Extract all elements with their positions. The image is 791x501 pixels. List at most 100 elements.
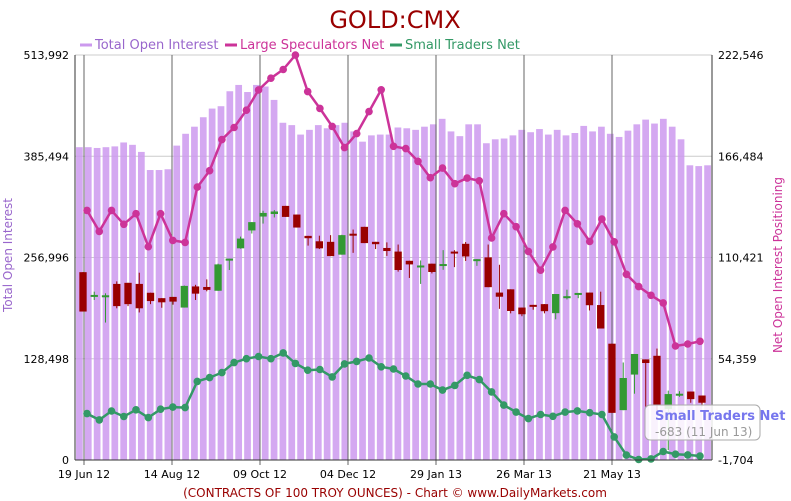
large-speculators-point[interactable] (267, 74, 275, 82)
small-traders-point[interactable] (475, 375, 484, 384)
small-traders-point[interactable] (512, 408, 520, 416)
large-speculators-point[interactable] (389, 142, 398, 151)
small-traders-point[interactable] (524, 414, 533, 423)
large-speculators-point[interactable] (95, 227, 104, 236)
small-traders-point[interactable] (487, 388, 496, 396)
small-traders-point[interactable] (156, 405, 165, 414)
small-traders-point[interactable] (95, 416, 104, 424)
small-traders-point[interactable] (377, 363, 386, 371)
legend[interactable]: Total Open Interest Large Speculators Ne… (80, 38, 520, 53)
large-speculators-point[interactable] (254, 86, 263, 94)
large-speculators-point[interactable] (512, 222, 520, 231)
large-speculators-point[interactable] (487, 234, 496, 242)
legend-item-small-traders[interactable]: Small Traders Net (390, 38, 520, 53)
small-traders-point[interactable] (463, 371, 471, 380)
large-speculators-point[interactable] (622, 270, 631, 279)
small-traders-point[interactable] (291, 359, 300, 368)
large-speculators-point[interactable] (107, 206, 116, 215)
small-traders-point[interactable] (683, 451, 692, 459)
small-traders-point[interactable] (573, 407, 582, 415)
small-traders-point[interactable] (316, 365, 324, 374)
large-speculators-point[interactable] (291, 51, 300, 59)
small-traders-point[interactable] (242, 354, 251, 363)
small-traders-point[interactable] (536, 410, 545, 419)
large-speculators-point[interactable] (279, 65, 288, 74)
small-traders-point[interactable] (132, 406, 140, 414)
small-traders-point[interactable] (402, 372, 410, 380)
small-traders-point[interactable] (254, 352, 263, 361)
large-speculators-point[interactable] (696, 337, 704, 346)
small-traders-point[interactable] (426, 380, 435, 388)
large-speculators-point[interactable] (365, 107, 373, 116)
small-traders-point[interactable] (144, 413, 153, 422)
large-speculators-point[interactable] (414, 157, 422, 166)
large-speculators-point[interactable] (647, 291, 655, 300)
large-speculators-point[interactable] (352, 129, 361, 138)
large-speculators-point[interactable] (205, 166, 214, 175)
small-traders-point[interactable] (193, 377, 202, 386)
small-traders-point[interactable] (647, 455, 655, 463)
small-traders-point[interactable] (181, 403, 189, 412)
large-speculators-point[interactable] (230, 123, 238, 132)
large-speculators-point[interactable] (316, 104, 324, 113)
large-speculators-point[interactable] (328, 122, 337, 131)
large-speculators-point[interactable] (402, 144, 410, 153)
large-speculators-point[interactable] (463, 174, 471, 182)
large-speculators-point[interactable] (524, 247, 533, 256)
small-traders-point[interactable] (598, 410, 606, 419)
large-speculators-point[interactable] (438, 164, 447, 172)
large-speculators-point[interactable] (242, 106, 251, 114)
small-traders-point[interactable] (279, 349, 288, 357)
large-speculators-point[interactable] (426, 173, 435, 182)
large-speculators-point[interactable] (671, 342, 680, 350)
large-speculators-point[interactable] (132, 209, 140, 218)
large-speculators-point[interactable] (610, 238, 618, 246)
small-traders-point[interactable] (585, 408, 594, 417)
large-speculators-point[interactable] (451, 179, 459, 188)
small-traders-point[interactable] (414, 380, 422, 388)
small-traders-point[interactable] (303, 366, 312, 375)
small-traders-point[interactable] (500, 401, 508, 409)
large-speculators-point[interactable] (573, 220, 582, 228)
small-traders-point[interactable] (107, 407, 116, 415)
small-traders-point[interactable] (438, 386, 447, 394)
small-traders-point[interactable] (205, 373, 214, 382)
large-speculators-point[interactable] (83, 206, 91, 215)
large-speculators-point[interactable] (218, 135, 226, 144)
large-speculators-point[interactable] (120, 220, 128, 229)
small-traders-point[interactable] (671, 450, 680, 459)
small-traders-point[interactable] (610, 433, 618, 441)
large-speculators-point[interactable] (475, 177, 484, 185)
large-speculators-point[interactable] (549, 243, 557, 251)
large-speculators-point[interactable] (659, 299, 667, 307)
large-speculators-point[interactable] (561, 206, 569, 215)
large-speculators-point[interactable] (303, 87, 312, 96)
small-traders-point[interactable] (451, 381, 459, 390)
small-traders-point[interactable] (365, 354, 373, 362)
small-traders-point[interactable] (218, 368, 226, 377)
small-traders-point[interactable] (83, 409, 91, 418)
small-traders-point[interactable] (659, 447, 667, 456)
large-speculators-point[interactable] (193, 183, 202, 191)
small-traders-point[interactable] (389, 365, 398, 373)
small-traders-point[interactable] (561, 408, 569, 416)
small-traders-point[interactable] (549, 412, 557, 421)
small-traders-point[interactable] (230, 358, 238, 367)
small-traders-point[interactable] (169, 403, 177, 411)
large-speculators-point[interactable] (377, 86, 386, 94)
large-speculators-point[interactable] (585, 237, 594, 246)
small-traders-point[interactable] (267, 354, 275, 363)
large-speculators-point[interactable] (169, 236, 177, 245)
large-speculators-point[interactable] (536, 266, 545, 275)
large-speculators-point[interactable] (500, 209, 508, 218)
large-speculators-point[interactable] (634, 282, 643, 291)
small-traders-point[interactable] (696, 452, 704, 460)
legend-item-open-interest[interactable]: Total Open Interest (80, 38, 218, 53)
large-speculators-point[interactable] (340, 143, 349, 152)
large-speculators-point[interactable] (598, 215, 606, 223)
large-speculators-point[interactable] (144, 242, 153, 251)
small-traders-point[interactable] (340, 360, 349, 368)
small-traders-point[interactable] (328, 373, 337, 381)
small-traders-point[interactable] (622, 451, 631, 459)
large-speculators-point[interactable] (683, 340, 692, 348)
